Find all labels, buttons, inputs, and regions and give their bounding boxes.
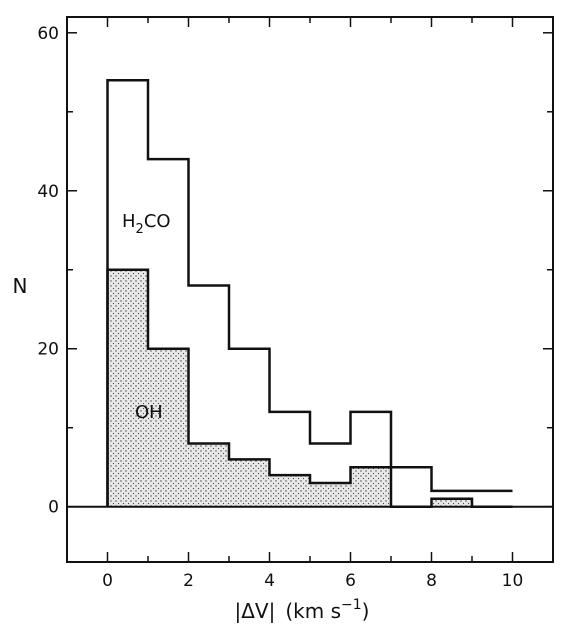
x-label-unit-exp: −1 — [341, 597, 362, 613]
axis-labels: 0 2 4 6 8 10 0 20 40 60 — [37, 24, 523, 591]
x-tick-label: 4 — [264, 571, 275, 591]
h2co-label-sub: 2 — [136, 222, 144, 237]
h2co-label-main: H — [122, 211, 136, 232]
oh-bar — [107, 269, 148, 507]
x-axis-label: |ΔV| (km s−1) — [235, 597, 370, 623]
y-tick-label: 40 — [37, 182, 59, 202]
h2co-label-rest: CO — [144, 211, 171, 232]
series-label-h2co: H2CO — [122, 211, 171, 237]
oh-bar — [229, 459, 270, 507]
x-tick-label: 6 — [345, 571, 356, 591]
oh-bar — [431, 498, 472, 507]
y-axis-label: N — [13, 274, 28, 298]
x-tick-label: 8 — [426, 571, 437, 591]
y-tick-label: 60 — [37, 24, 59, 44]
x-label-unit-close: ) — [362, 599, 370, 623]
oh-step-outline — [106, 268, 513, 508]
oh-bar — [350, 467, 391, 507]
h2co-step-outline — [106, 78, 513, 507]
oh-bar — [188, 443, 229, 507]
x-tick-label: 0 — [102, 571, 113, 591]
x-label-unit-open: (km s — [285, 599, 341, 623]
y-tick-label: 20 — [37, 340, 59, 360]
x-label-abs-close: | — [269, 599, 276, 623]
x-label-abs-open: | — [235, 599, 242, 623]
x-label-delta-v: ΔV — [241, 599, 269, 623]
y-tick-label: 0 — [48, 498, 59, 518]
oh-bar — [269, 475, 310, 507]
x-tick-label: 2 — [183, 571, 194, 591]
oh-bar — [148, 348, 189, 507]
oh-bar — [310, 483, 351, 507]
series-label-oh: OH — [135, 402, 163, 423]
x-tick-label: 10 — [502, 571, 524, 591]
histogram-bars — [106, 78, 513, 508]
